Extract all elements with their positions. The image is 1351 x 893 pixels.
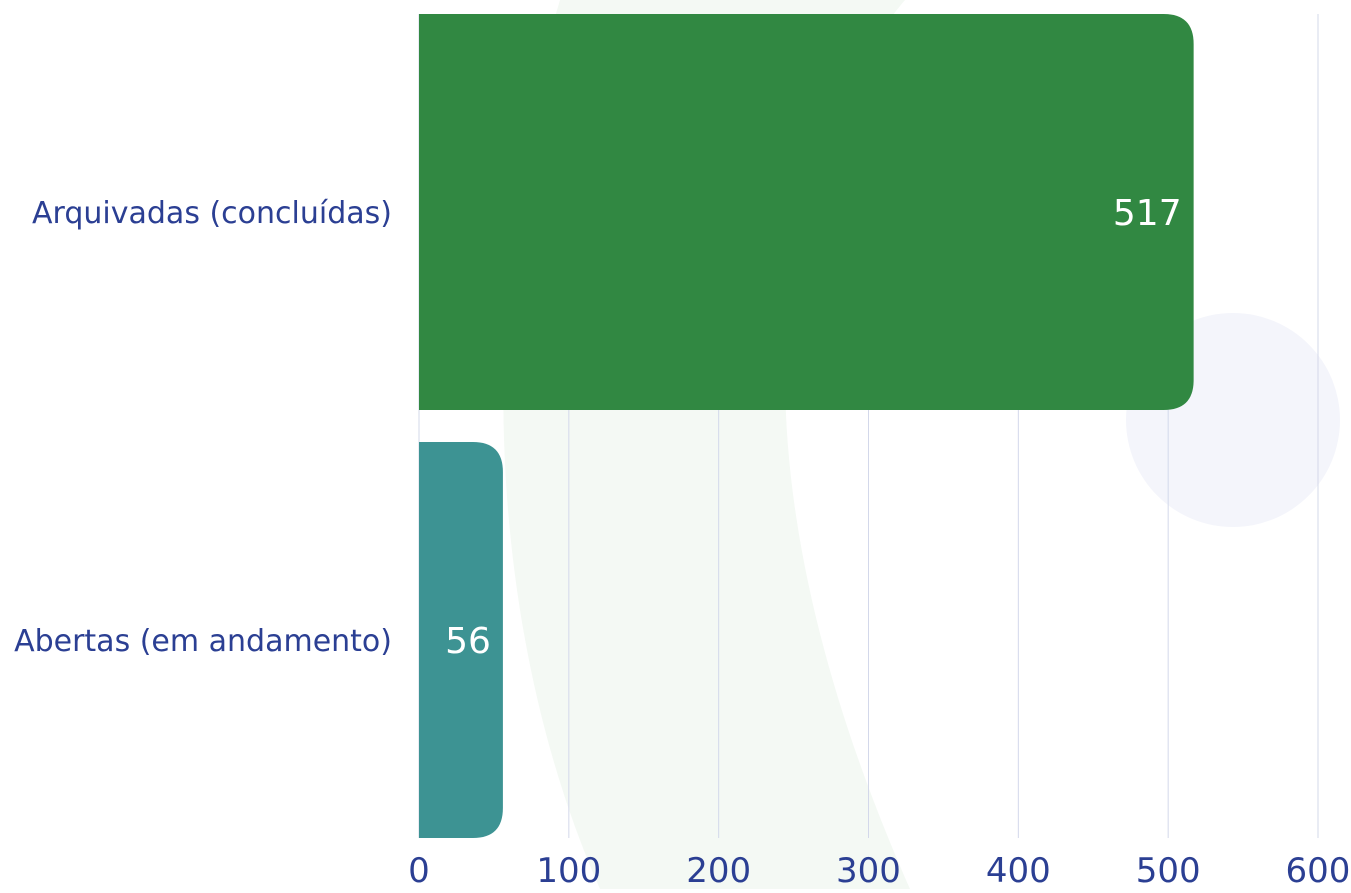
bars xyxy=(419,14,1194,838)
x-tick-label: 300 xyxy=(836,851,901,889)
data-label: 56 xyxy=(445,621,491,662)
x-tick-label: 400 xyxy=(986,851,1051,889)
x-tick-label: 0 xyxy=(408,851,430,889)
x-tick-label: 200 xyxy=(686,851,751,889)
x-tick-label: 500 xyxy=(1136,851,1201,889)
bar-abertas xyxy=(419,442,503,838)
data-label: 517 xyxy=(1113,193,1182,234)
x-tick-label: 100 xyxy=(536,851,601,889)
x-tick-label: 600 xyxy=(1286,851,1351,889)
bar-arquivadas xyxy=(419,14,1194,410)
category-label: Abertas (em andamento) xyxy=(14,624,392,659)
category-label: Arquivadas (concluídas) xyxy=(32,196,392,231)
labels: 517 Arquivadas (concluídas) 56 Abertas (em … xyxy=(14,193,1351,891)
